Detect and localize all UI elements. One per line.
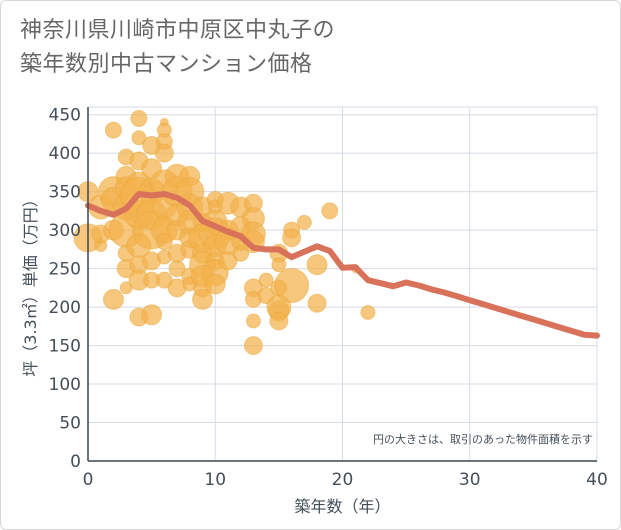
bubble-point (306, 254, 328, 276)
y-tick-label: 50 (59, 414, 81, 434)
size-note: 円の大きさは、取引のあった物件面積を示す (373, 432, 593, 446)
y-tick-label: 400 (49, 144, 81, 164)
bubble-point (271, 257, 287, 273)
x-tick-label: 20 (332, 470, 354, 490)
x-tick-label: 40 (586, 470, 608, 490)
x-tick-label: 0 (83, 470, 94, 490)
chart-title-line2: 築年数別中古マンション価格 (20, 52, 313, 77)
bubble-point (274, 268, 310, 304)
y-tick-label: 150 (49, 337, 81, 357)
y-tick-label: 450 (49, 106, 81, 126)
bubble-point (243, 336, 263, 356)
x-tick-label: 30 (459, 470, 481, 490)
x-axis-label: 築年数（年） (294, 497, 390, 516)
y-tick-label: 300 (49, 221, 81, 241)
bubble-point (141, 304, 163, 326)
chart-title-line1: 神奈川県川崎市中原区中丸子の (20, 18, 336, 43)
axes: 0 50 100 150 200 250 300 350 400 450 0 10 20 30 40 (49, 106, 608, 490)
y-tick-label: 200 (49, 298, 81, 318)
bubble-point (282, 228, 302, 248)
bubble-point (307, 293, 327, 313)
y-tick-label: 100 (49, 375, 81, 395)
bubble-point (154, 143, 174, 163)
chart-title: 神奈川県川崎市中原区中丸子の 築年数別中古マンション価格 (20, 14, 335, 82)
bubble-point (130, 110, 148, 128)
bubble-point (104, 121, 122, 139)
grid-lines (87, 106, 598, 462)
bubble-point (131, 130, 147, 146)
bubble-point (168, 260, 186, 278)
bubble-point (232, 244, 250, 262)
bubble-point (102, 288, 124, 310)
bubble-point (360, 304, 376, 320)
bubble-point (269, 311, 289, 331)
y-tick-label: 350 (49, 183, 81, 203)
bubble-point (321, 202, 339, 220)
bubble-point (192, 288, 214, 310)
y-tick-label: 250 (49, 260, 81, 280)
bubble-point (218, 251, 238, 271)
bubble-point (245, 313, 261, 329)
y-axis-label: 坪（3.3㎡）単価（万円） (21, 191, 40, 376)
y-tick-label: 0 (70, 452, 81, 472)
bubble-point (296, 214, 312, 230)
x-tick-label: 10 (204, 470, 226, 490)
trend-line (85, 191, 600, 339)
bubble-point (204, 273, 226, 295)
